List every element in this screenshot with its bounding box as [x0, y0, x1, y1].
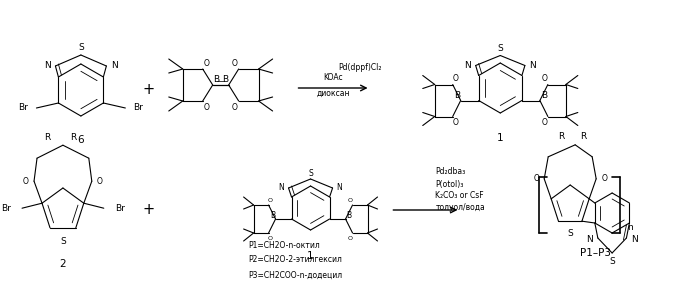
Text: S: S	[498, 44, 503, 53]
Text: P1–P3: P1–P3	[579, 248, 611, 258]
Text: O: O	[453, 118, 459, 127]
Text: P2=CH2O-2-этилгексил: P2=CH2O-2-этилгексил	[249, 255, 343, 265]
Text: KOAc: KOAc	[323, 74, 343, 82]
Text: N: N	[44, 62, 51, 71]
Text: O: O	[204, 102, 210, 112]
Text: Br: Br	[18, 104, 29, 112]
Text: O: O	[268, 235, 273, 241]
Text: толуол/вода: толуол/вода	[435, 204, 485, 212]
Text: O: O	[348, 198, 353, 202]
Text: Br: Br	[115, 204, 124, 213]
Text: O: O	[268, 198, 273, 202]
Text: 1: 1	[308, 251, 314, 261]
Text: S: S	[610, 257, 615, 265]
Text: O: O	[204, 58, 210, 68]
Text: B: B	[346, 211, 351, 219]
Text: O: O	[23, 177, 29, 186]
Text: O: O	[97, 177, 103, 186]
Text: S: S	[60, 238, 66, 247]
Text: B: B	[212, 75, 219, 84]
Text: O: O	[232, 102, 238, 112]
Text: B: B	[541, 91, 547, 100]
Text: K₂CO₃ or CsF: K₂CO₃ or CsF	[435, 191, 484, 201]
Text: O: O	[533, 174, 539, 183]
Text: Br: Br	[134, 104, 143, 112]
Text: n: n	[627, 224, 633, 232]
Text: 2: 2	[59, 259, 66, 269]
Text: O: O	[453, 74, 459, 83]
Text: R: R	[580, 132, 586, 141]
Text: P(otol)₃: P(otol)₃	[435, 179, 463, 188]
Text: N: N	[530, 61, 536, 70]
Text: O: O	[601, 174, 607, 183]
Text: N: N	[464, 61, 471, 70]
Text: S: S	[308, 168, 313, 178]
Text: O: O	[348, 235, 353, 241]
Text: B: B	[222, 75, 229, 84]
Text: +: +	[143, 82, 155, 98]
Text: N: N	[337, 184, 343, 192]
Text: O: O	[542, 74, 548, 83]
Text: O: O	[542, 118, 548, 127]
Text: Pd(dppf)Cl₂: Pd(dppf)Cl₂	[338, 64, 382, 72]
Text: O: O	[232, 58, 238, 68]
Text: 1: 1	[497, 133, 503, 143]
Text: P1=CH2O-n-октил: P1=CH2O-n-октил	[249, 241, 320, 249]
Text: R: R	[70, 133, 76, 142]
Text: +: +	[143, 202, 155, 218]
Text: P3=CH2COO-n-додецил: P3=CH2COO-n-додецил	[249, 271, 343, 279]
Text: Br: Br	[1, 204, 11, 213]
Text: B: B	[270, 211, 275, 219]
Text: B: B	[454, 91, 460, 100]
Text: N: N	[111, 62, 117, 71]
Text: диоксан: диоксан	[316, 88, 350, 98]
Text: N: N	[631, 235, 637, 245]
Text: N: N	[586, 235, 593, 245]
Text: R: R	[558, 132, 564, 141]
Text: 6: 6	[78, 135, 84, 145]
Text: S: S	[78, 44, 84, 52]
Text: S: S	[568, 229, 573, 238]
Text: R: R	[44, 133, 50, 142]
Text: Pd₂dba₃: Pd₂dba₃	[435, 168, 466, 177]
Text: —: —	[217, 78, 224, 86]
Text: N: N	[279, 184, 284, 192]
